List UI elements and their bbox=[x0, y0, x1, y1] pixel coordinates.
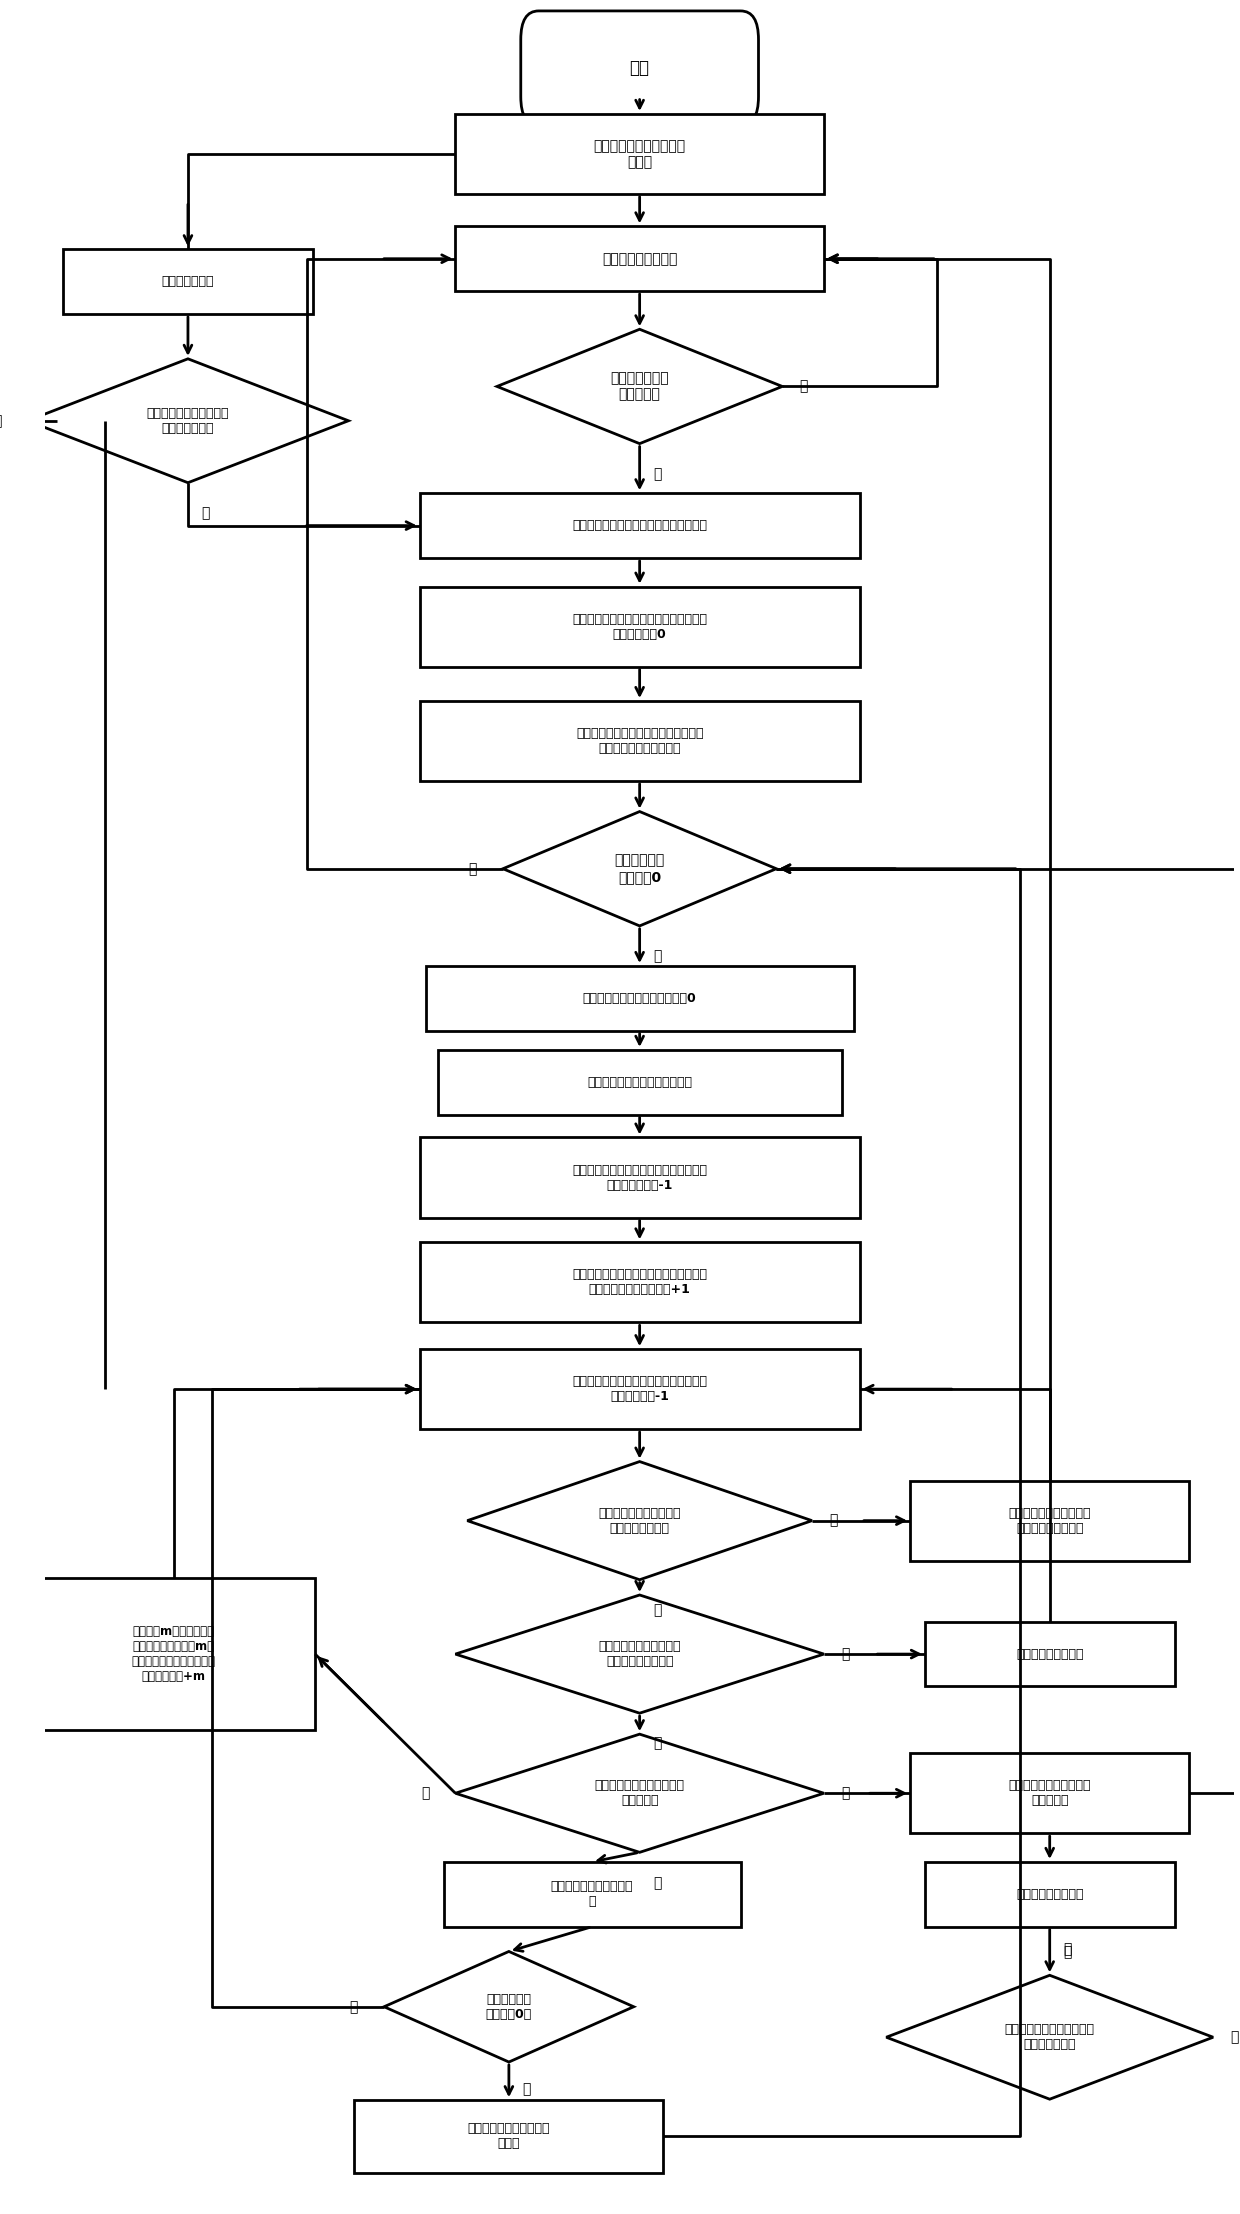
Bar bbox=[444, 1862, 740, 1926]
Text: 将该跳闸信号对应的节点推入孤岛节点队
列，孤岛节点个数计数器+1: 将该跳闸信号对应的节点推入孤岛节点队 列，孤岛节点个数计数器+1 bbox=[572, 1269, 707, 1297]
Text: 假设共有m个节点与之联
通，将该节点联通的m节
点推入队列，同时将孤岛节
点个数计数器+m: 假设共有m个节点与之联 通，将该节点联通的m节 点推入队列，同时将孤岛节 点个数… bbox=[131, 1625, 216, 1683]
Bar bbox=[419, 494, 859, 558]
Bar bbox=[910, 1481, 1189, 1561]
Text: 将断路器跳闸信号逐个推入跳闸信号队
列，并记录跳闸信号个数: 将断路器跳闸信号逐个推入跳闸信号队 列，并记录跳闸信号个数 bbox=[575, 726, 703, 755]
Bar bbox=[419, 587, 859, 666]
Text: 初始化节点类型表及节点
连接表: 初始化节点类型表及节点 连接表 bbox=[594, 139, 686, 168]
Text: 根据节点状态表判断该节
点是否为根节点？: 根据节点状态表判断该节 点是否为根节点？ bbox=[599, 1508, 681, 1534]
Text: 是: 是 bbox=[1064, 1942, 1071, 1957]
Text: 清空孤岛节点队列，清空
孤岛节点个数计数器: 清空孤岛节点队列，清空 孤岛节点个数计数器 bbox=[1008, 1508, 1091, 1534]
Text: 从队列中删除该节点: 从队列中删除该节点 bbox=[1016, 1647, 1084, 1660]
Text: 输出节点集合为孤岛: 输出节点集合为孤岛 bbox=[1016, 1889, 1084, 1902]
Text: 否: 否 bbox=[469, 861, 477, 877]
Bar bbox=[63, 250, 312, 314]
Text: 否: 否 bbox=[800, 379, 807, 394]
Text: 是: 是 bbox=[653, 950, 662, 963]
Polygon shape bbox=[27, 359, 348, 483]
Text: 否: 否 bbox=[653, 1875, 662, 1891]
Text: 跳闸信号个数
是否大于0: 跳闸信号个数 是否大于0 bbox=[615, 855, 665, 883]
Text: 否: 否 bbox=[653, 1603, 662, 1616]
Text: 监测断路器跳闸信号: 监测断路器跳闸信号 bbox=[601, 252, 677, 266]
Text: 是否发现断路器
跳闸信号？: 是否发现断路器 跳闸信号？ bbox=[610, 372, 668, 401]
Text: 将该节点推入输出节点队
列: 将该节点推入输出节点队 列 bbox=[551, 1880, 634, 1908]
Text: 是: 是 bbox=[522, 2081, 531, 2097]
Bar bbox=[425, 965, 853, 1032]
Text: 初始化跳闸信号队列，初始化跳闸信号个
数计数器并置0: 初始化跳闸信号队列，初始化跳闸信号个 数计数器并置0 bbox=[572, 613, 707, 640]
Text: 是: 是 bbox=[1064, 1946, 1071, 1959]
Polygon shape bbox=[497, 330, 782, 443]
Text: 开始: 开始 bbox=[630, 60, 650, 77]
Text: 是: 是 bbox=[830, 1514, 837, 1528]
Bar bbox=[355, 2101, 663, 2172]
Text: 能否找到与当前取出节点联
通的节点？: 能否找到与当前取出节点联 通的节点？ bbox=[595, 1780, 684, 1807]
Text: 是: 是 bbox=[841, 1647, 849, 1660]
Text: 否: 否 bbox=[1230, 2030, 1239, 2044]
Text: 是: 是 bbox=[202, 507, 210, 520]
Polygon shape bbox=[384, 1951, 634, 2061]
Text: 防偷跳检测模块是否检测
到有节点偷跳？: 防偷跳检测模块是否检测 到有节点偷跳？ bbox=[146, 407, 229, 434]
Text: 从跳闸信号队列中取出一跳闸信号，跳闸
信号个数计数器-1: 从跳闸信号队列中取出一跳闸信号，跳闸 信号个数计数器-1 bbox=[572, 1165, 707, 1191]
Text: 否: 否 bbox=[841, 1787, 849, 1800]
Bar bbox=[910, 1753, 1189, 1833]
Polygon shape bbox=[455, 1734, 823, 1853]
Polygon shape bbox=[887, 1975, 1213, 2099]
Bar bbox=[438, 1049, 842, 1114]
Polygon shape bbox=[455, 1594, 823, 1714]
Text: 从孤岛节点队列中取出一个节点，孤岛节
点个数计数器-1: 从孤岛节点队列中取出一个节点，孤岛节 点个数计数器-1 bbox=[572, 1375, 707, 1404]
Text: 取出输出节点队列中的所
有节点: 取出输出节点队列中的所 有节点 bbox=[467, 2123, 551, 2150]
Text: 初始化孤岛节点队列，清空队列: 初始化孤岛节点队列，清空队列 bbox=[587, 1076, 692, 1089]
Text: 与跳闸列表队列中的节点
逐个比较是否相同？: 与跳闸列表队列中的节点 逐个比较是否相同？ bbox=[599, 1641, 681, 1667]
Text: 孤岛节点计数
器是否为0？: 孤岛节点计数 器是否为0？ bbox=[486, 1993, 532, 2021]
Bar bbox=[419, 1242, 859, 1322]
Bar bbox=[419, 702, 859, 782]
Text: 更新节点连接表，并初始化输出节点队列: 更新节点连接表，并初始化输出节点队列 bbox=[572, 518, 707, 531]
Polygon shape bbox=[467, 1461, 812, 1581]
Text: 是: 是 bbox=[653, 467, 662, 480]
Bar bbox=[32, 1579, 315, 1731]
Bar bbox=[455, 226, 823, 290]
Text: 输出节点是同时含有电源节
点和负荷节点？: 输出节点是同时含有电源节 点和负荷节点？ bbox=[1004, 2024, 1095, 2050]
Bar bbox=[455, 113, 823, 195]
Text: 防偷跳检测模块: 防偷跳检测模块 bbox=[161, 275, 215, 288]
Text: 初始化孤岛节点个数计数器并置0: 初始化孤岛节点个数计数器并置0 bbox=[583, 992, 697, 1005]
Text: 是: 是 bbox=[420, 1787, 429, 1800]
Text: 否: 否 bbox=[350, 1999, 358, 2015]
Text: 否: 否 bbox=[653, 1736, 662, 1751]
FancyBboxPatch shape bbox=[521, 11, 759, 126]
Polygon shape bbox=[503, 813, 776, 925]
Bar bbox=[925, 1621, 1174, 1687]
Bar bbox=[925, 1862, 1174, 1926]
Text: 输出节点集合不是孤岛，
丢弃该集合: 输出节点集合不是孤岛， 丢弃该集合 bbox=[1008, 1780, 1091, 1807]
Bar bbox=[419, 1348, 859, 1430]
Text: 否: 否 bbox=[0, 414, 1, 427]
Bar bbox=[419, 1138, 859, 1218]
